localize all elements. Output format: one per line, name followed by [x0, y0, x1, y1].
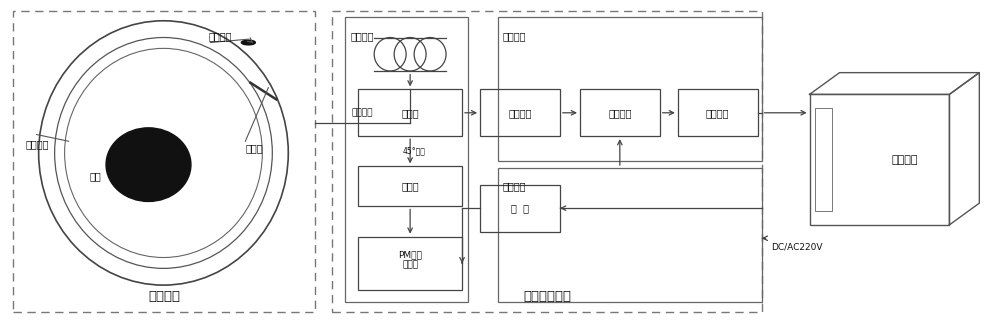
Text: 保偏光纤: 保偏光纤	[352, 108, 373, 117]
Bar	[580, 89, 660, 136]
Bar	[815, 108, 832, 211]
Text: 光  源: 光 源	[511, 203, 529, 213]
Text: 传感光纤: 传感光纤	[26, 139, 49, 150]
Text: 调制器: 调制器	[401, 108, 419, 118]
Text: 反射镜: 反射镜	[245, 143, 263, 153]
Bar	[358, 237, 462, 290]
Bar	[678, 89, 758, 136]
Bar	[358, 89, 462, 136]
Text: 信号处理: 信号处理	[608, 108, 632, 118]
Text: 电路模块: 电路模块	[503, 31, 526, 41]
Text: 光源探测: 光源探测	[508, 108, 532, 118]
Bar	[332, 11, 762, 312]
Bar	[498, 168, 762, 302]
Text: PM光纤
耦合器: PM光纤 耦合器	[398, 250, 422, 270]
Bar	[358, 166, 462, 207]
Text: 电源模块: 电源模块	[503, 181, 526, 192]
Circle shape	[241, 40, 255, 45]
Text: DC/AC220V: DC/AC220V	[772, 242, 823, 251]
Bar	[345, 17, 468, 302]
Text: 45°熔接: 45°熔接	[403, 147, 426, 156]
Text: 数字输出: 数字输出	[706, 108, 729, 118]
Bar	[498, 17, 762, 161]
Text: 导体: 导体	[90, 171, 101, 181]
Text: 特种光纤: 特种光纤	[209, 31, 232, 41]
Text: 光路模块: 光路模块	[350, 31, 374, 41]
Bar	[480, 89, 560, 136]
Bar	[13, 11, 315, 312]
Text: 起偏器: 起偏器	[401, 181, 419, 192]
Bar	[480, 185, 560, 232]
Ellipse shape	[106, 128, 191, 202]
Text: 传感单元: 传感单元	[148, 290, 180, 303]
Text: 信号处理单元: 信号处理单元	[523, 290, 571, 303]
Text: 合并单元: 合并单元	[891, 155, 918, 165]
Bar	[810, 94, 949, 225]
